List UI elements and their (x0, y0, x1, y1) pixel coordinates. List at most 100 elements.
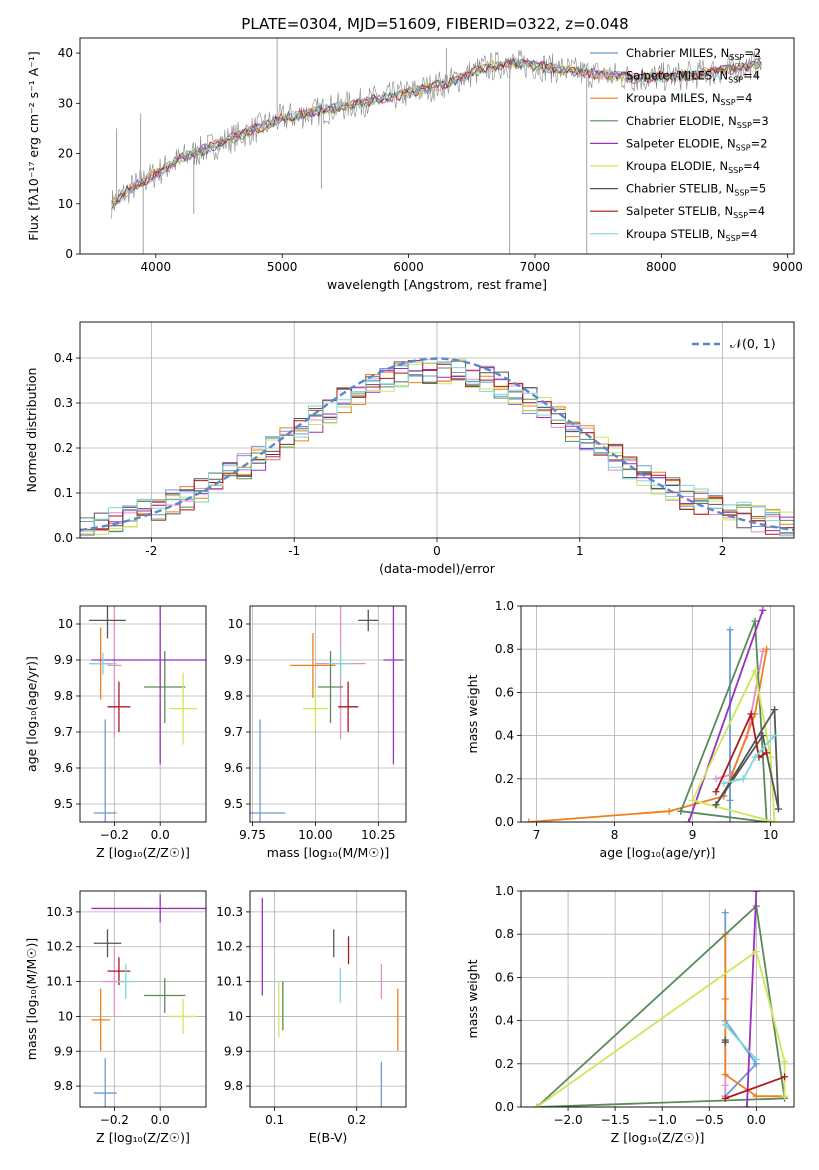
plot-area (250, 606, 404, 822)
y-tick-label: 10.1 (46, 975, 73, 989)
y-tick-label: 9.8 (224, 1079, 243, 1093)
weight-point (721, 1071, 729, 1079)
legend-entry: 𝒩(0, 1) (730, 336, 776, 351)
weight-series-5 (746, 891, 758, 1107)
weight-point (759, 647, 767, 655)
axes-frame (79, 37, 795, 255)
x-tick-label: 7 (533, 828, 541, 842)
plot-area (261, 897, 399, 1107)
y-tick-label: 9.9 (54, 653, 73, 667)
weight-point (712, 775, 720, 783)
y-axis-label: age [log₁₀(age/yr)] (24, 656, 39, 772)
weight-point (759, 606, 767, 614)
weight-point (752, 947, 760, 955)
weight-series-9 (724, 1024, 757, 1061)
x-tick-label: 10 (763, 828, 778, 842)
x-tick-label: 8 (611, 828, 619, 842)
y-tick-label: 0.3 (54, 396, 73, 410)
x-axis-label: (data-model)/error (379, 561, 496, 576)
y-tick-label: 10.3 (46, 905, 73, 919)
y-tick-label: 0.8 (495, 642, 514, 656)
weight-series-8 (715, 710, 768, 793)
legend-entry: Kroupa ELODIE, NSSP=4 (626, 159, 760, 175)
weight-point (747, 710, 755, 718)
weight-point (751, 617, 759, 625)
weight-point (721, 909, 729, 917)
y-tick-label: 0.1 (54, 486, 73, 500)
y-tick-label: 10 (58, 197, 73, 211)
y-tick-label: 10 (228, 617, 243, 631)
y-tick-label: 0.0 (54, 531, 73, 545)
model-spectrum-7 (111, 57, 762, 205)
weight-point (720, 779, 728, 787)
y-tick-label: 40 (58, 46, 73, 60)
legend-entry: Kroupa MILES, NSSP=4 (626, 91, 752, 107)
weight-point (689, 796, 697, 804)
y-tick-label: 0.6 (495, 685, 514, 699)
y-tick-label: 0.4 (495, 729, 514, 743)
weight-point (726, 796, 734, 804)
weight-series-8 (724, 1075, 785, 1100)
y-axis-label: mass weight (465, 674, 480, 753)
x-axis-label: age [log₁₀(age/yr)] (600, 845, 716, 860)
panel-spectrum: 4000 5000 6000 7000 8000 9000 0 10 20 30 40 wavelen… (26, 37, 803, 292)
plot-area (80, 357, 794, 537)
weight-point (752, 891, 760, 895)
x-tick-label: 9000 (772, 260, 803, 274)
x-tick-label: −1.5 (601, 1113, 630, 1127)
weight-point (721, 1021, 729, 1029)
weight-point (721, 1038, 729, 1046)
x-tick-label: -1 (288, 544, 300, 558)
legend-entry: Salpeter MILES, NSSP=4 (626, 69, 760, 85)
legend: Chabrier MILES, NSSP=2 Salpeter MILES, NS… (590, 46, 769, 243)
weight-point (533, 1103, 541, 1107)
weight-point (763, 749, 771, 757)
panel-age-vs-mass: 9.75 10.00 10.25 9.5 9.6 9.7 9.8 9.9 10 mass [log… (224, 605, 407, 860)
weight-point (743, 1103, 751, 1107)
x-tick-label: −2.0 (553, 1113, 582, 1127)
weight-point (712, 788, 720, 796)
weight-point (751, 753, 759, 761)
weight-point (677, 807, 685, 815)
weight-point (739, 775, 747, 783)
weight-point (763, 645, 771, 653)
y-axis-label: mass weight (465, 959, 480, 1038)
x-tick-label: 9 (689, 828, 697, 842)
y-tick-label: 1.0 (495, 884, 514, 898)
x-axis-label: E(B-V) (309, 1130, 348, 1145)
model-spectrum-4 (111, 58, 762, 208)
model-spectrum-6 (111, 58, 762, 208)
plot-area (111, 38, 762, 254)
weight-point (771, 706, 778, 714)
model-spectrum-8 (111, 57, 762, 210)
panel-weight-vs-Z: −2.0 −1.5 −1.0 −0.5 0.0 0.0 0.2 0.4 0.6 0.8 1.0 Z [… (465, 884, 795, 1145)
weight-point (685, 818, 693, 822)
x-tick-label: 7000 (520, 260, 551, 274)
y-tick-label: 9.8 (224, 689, 243, 703)
weight-point (781, 1073, 789, 1081)
model-spectrum-9 (111, 57, 762, 209)
weight-series-9 (723, 734, 776, 784)
weight-point (721, 995, 729, 1003)
axes-frame (520, 890, 795, 1108)
x-tick-label: 8000 (646, 260, 677, 274)
weight-point (781, 1058, 789, 1066)
y-tick-label: 10 (58, 617, 73, 631)
y-tick-label: 9.6 (54, 761, 73, 775)
x-tick-label: 10.00 (298, 828, 332, 842)
x-tick-label: −0.2 (100, 1113, 129, 1127)
axes-frame (520, 605, 795, 823)
x-tick-label: 0.0 (151, 1113, 170, 1127)
x-tick-label: 6000 (393, 260, 424, 274)
y-tick-label: 0.2 (495, 1057, 514, 1071)
x-tick-label: 4000 (141, 260, 172, 274)
panel-weight-vs-age: 7 8 9 10 0.0 0.2 0.4 0.6 0.8 1.0 age [log₁₀(age/yr… (465, 599, 795, 860)
legend-entry: Salpeter ELODIE, NSSP=2 (626, 136, 768, 152)
legend-entry: Kroupa STELIB, NSSP=4 (626, 227, 757, 243)
histogram-8 (80, 360, 794, 536)
y-tick-label: 9.8 (54, 1079, 73, 1093)
weight-point (726, 818, 734, 822)
legend-entry: Chabrier MILES, NSSP=2 (626, 46, 761, 62)
y-axis-label: mass [log₁₀(M/M☉)] (24, 938, 39, 1060)
